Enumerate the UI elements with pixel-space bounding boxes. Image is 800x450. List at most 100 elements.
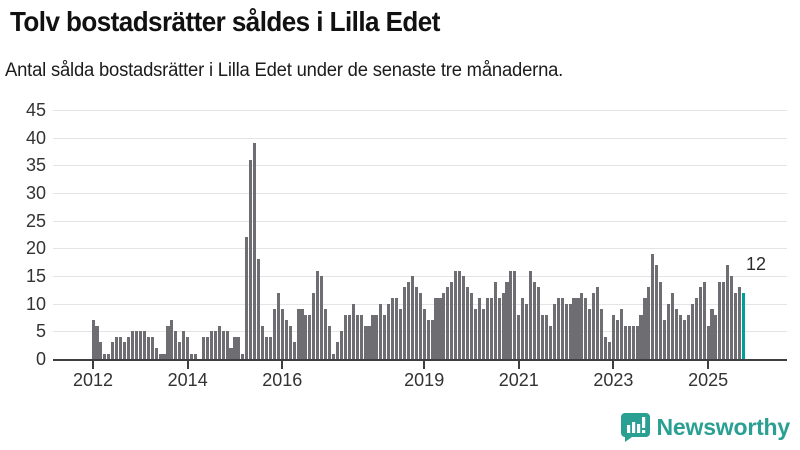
bar (466, 287, 470, 359)
y-gridline (53, 165, 787, 167)
bar (560, 298, 564, 359)
bar (722, 281, 726, 359)
bar (604, 336, 608, 359)
y-gridline (53, 276, 787, 277)
bar (166, 325, 170, 359)
bar-chart: 0 5 10 15 20 25 30 35 40 45 2012 2014 2016 2019 2021 20… (25, 101, 787, 390)
bar (438, 298, 442, 359)
bar (178, 342, 182, 359)
bar (450, 281, 454, 359)
bar (552, 303, 556, 359)
bar (710, 309, 714, 359)
bar (371, 314, 375, 359)
bar (623, 325, 627, 359)
bar (533, 281, 537, 359)
bar (343, 314, 347, 359)
bar (257, 259, 261, 359)
y-axis-tick-label: 40 (25, 127, 46, 148)
bar (611, 314, 615, 359)
bar (509, 270, 513, 359)
x-axis-line (53, 358, 787, 361)
bar (130, 331, 134, 359)
bar (686, 314, 690, 359)
bar (410, 276, 414, 359)
bar (525, 303, 529, 359)
bar (568, 303, 572, 359)
bar (363, 325, 367, 359)
bar (706, 325, 710, 359)
bar (261, 325, 265, 359)
bar (190, 353, 194, 359)
bar (138, 331, 142, 359)
x-axis-tick-label: 2014 (167, 370, 208, 390)
bar (422, 309, 426, 359)
bar (245, 237, 249, 359)
bar (714, 314, 718, 359)
bar (142, 331, 146, 359)
newsworthy-logo[interactable]: Newsworthy (620, 412, 790, 442)
bar (99, 342, 103, 359)
y-axis-tick-label: 20 (25, 238, 46, 259)
bar (536, 287, 541, 359)
bar (201, 336, 205, 359)
bar (146, 336, 150, 359)
bar (434, 298, 438, 359)
bar (312, 292, 316, 359)
bar (580, 292, 584, 359)
y-gridline (53, 220, 787, 222)
bar (430, 320, 434, 359)
x-axis-tick (186, 361, 189, 369)
bar (355, 314, 359, 359)
bar (671, 292, 675, 359)
bar (320, 276, 324, 359)
bar (615, 320, 619, 359)
bar (328, 325, 332, 359)
x-axis-tick-label: 2012 (72, 370, 114, 390)
y-gridline (53, 110, 787, 111)
bar (643, 298, 647, 359)
bar (734, 292, 738, 359)
bar (91, 320, 95, 359)
bar (205, 336, 209, 359)
y-axis-tick-label: 15 (25, 266, 46, 286)
bar (678, 314, 682, 359)
bar (284, 320, 288, 359)
x-axis-tick (92, 361, 94, 369)
bar (655, 264, 659, 359)
bar (154, 347, 158, 359)
bar (324, 309, 328, 359)
bar (217, 325, 221, 359)
bar (462, 276, 466, 359)
bar (584, 298, 588, 359)
bar (225, 331, 229, 359)
bar (477, 298, 481, 359)
bar (170, 320, 174, 359)
bar (316, 270, 320, 359)
bar (402, 287, 407, 359)
bar (698, 287, 702, 359)
bar (521, 298, 525, 359)
bar (663, 320, 667, 359)
bar (667, 303, 671, 359)
bar (111, 342, 115, 359)
bar-chart-speech-bubble-icon (620, 413, 650, 442)
bar (162, 353, 166, 359)
bar (241, 353, 245, 359)
bar (414, 287, 418, 359)
bar (395, 298, 399, 359)
bar (497, 298, 501, 359)
bar (726, 264, 730, 359)
bar (221, 331, 225, 359)
bar (556, 298, 560, 359)
chart-subtitle: Antal sålda bostadsrätter i Lilla Edet u… (5, 60, 564, 81)
bar (126, 336, 131, 359)
bar (304, 314, 308, 359)
bar (702, 281, 706, 359)
bar (347, 314, 351, 359)
bar (308, 314, 312, 359)
bar (233, 336, 237, 359)
bar (288, 325, 292, 359)
bar (489, 298, 493, 359)
bar (635, 325, 639, 359)
